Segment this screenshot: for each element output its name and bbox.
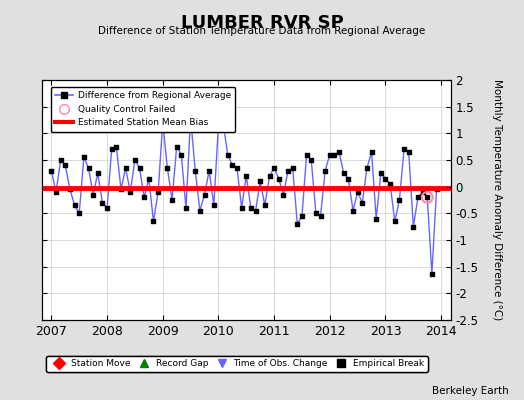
Point (349, 208, 357, 214)
Point (126, 189, 135, 195)
Text: Difference of Station Temperature Data from Regional Average: Difference of Station Temperature Data f… (99, 26, 425, 36)
Point (168, 197, 176, 203)
Point (66, 186, 74, 192)
Point (377, 170, 385, 176)
Point (395, 197, 403, 203)
Point (89, 192, 97, 198)
Point (107, 146, 116, 152)
Point (228, 162, 236, 168)
Point (354, 189, 362, 195)
Point (312, 210, 320, 216)
Point (130, 157, 139, 163)
Point (187, 114, 195, 120)
Point (219, 120, 227, 126)
Point (432, 186, 441, 192)
Point (298, 213, 306, 219)
Point (214, 122, 223, 128)
Point (252, 208, 260, 214)
Point (242, 173, 250, 179)
Point (182, 205, 190, 211)
Point (414, 194, 422, 200)
Point (256, 178, 265, 184)
Point (233, 165, 241, 171)
Point (293, 221, 301, 227)
Point (275, 176, 283, 182)
Point (390, 218, 399, 224)
Point (57, 157, 65, 163)
Text: LUMBER RVR SP: LUMBER RVR SP (181, 14, 343, 32)
Point (325, 152, 334, 158)
Point (363, 165, 371, 171)
Point (122, 165, 130, 171)
Point (237, 205, 246, 211)
Point (409, 224, 418, 230)
Point (195, 208, 204, 214)
Point (140, 194, 148, 200)
Y-axis label: Monthly Temperature Anomaly Difference (°C): Monthly Temperature Anomaly Difference (… (493, 79, 503, 321)
Point (47, 168, 56, 174)
Point (340, 170, 348, 176)
Point (84, 165, 93, 171)
Point (191, 168, 200, 174)
Point (75, 210, 83, 216)
Point (149, 218, 158, 224)
Point (367, 149, 376, 155)
Point (307, 157, 315, 163)
Point (70, 202, 79, 208)
Point (358, 200, 366, 206)
Point (423, 194, 431, 200)
Point (330, 152, 339, 158)
Point (428, 270, 436, 277)
Point (117, 186, 125, 192)
Point (289, 165, 297, 171)
Point (260, 202, 269, 208)
Point (61, 162, 70, 168)
Point (265, 173, 274, 179)
Point (302, 152, 311, 158)
Point (279, 192, 288, 198)
Point (372, 216, 380, 222)
Point (159, 120, 167, 126)
Point (80, 154, 88, 160)
Point (177, 152, 185, 158)
Point (247, 205, 255, 211)
Point (321, 168, 330, 174)
Point (400, 146, 408, 152)
Point (344, 176, 353, 182)
Point (205, 168, 213, 174)
Point (284, 168, 292, 174)
Point (419, 189, 427, 195)
Point (423, 194, 431, 200)
Point (405, 149, 413, 155)
Point (99, 200, 107, 206)
Point (163, 165, 171, 171)
Point (386, 181, 394, 187)
Point (94, 170, 102, 176)
Point (210, 202, 218, 208)
Point (145, 176, 153, 182)
Point (224, 152, 232, 158)
Point (52, 189, 60, 195)
Point (270, 165, 278, 171)
Point (135, 165, 144, 171)
Point (200, 192, 209, 198)
Point (112, 144, 121, 150)
Point (316, 213, 325, 219)
Point (335, 149, 343, 155)
Point (381, 176, 390, 182)
Point (172, 144, 181, 150)
Text: Berkeley Earth: Berkeley Earth (432, 386, 508, 396)
Point (154, 189, 162, 195)
Point (103, 205, 111, 211)
Legend: Station Move, Record Gap, Time of Obs. Change, Empirical Break: Station Move, Record Gap, Time of Obs. C… (47, 356, 428, 372)
